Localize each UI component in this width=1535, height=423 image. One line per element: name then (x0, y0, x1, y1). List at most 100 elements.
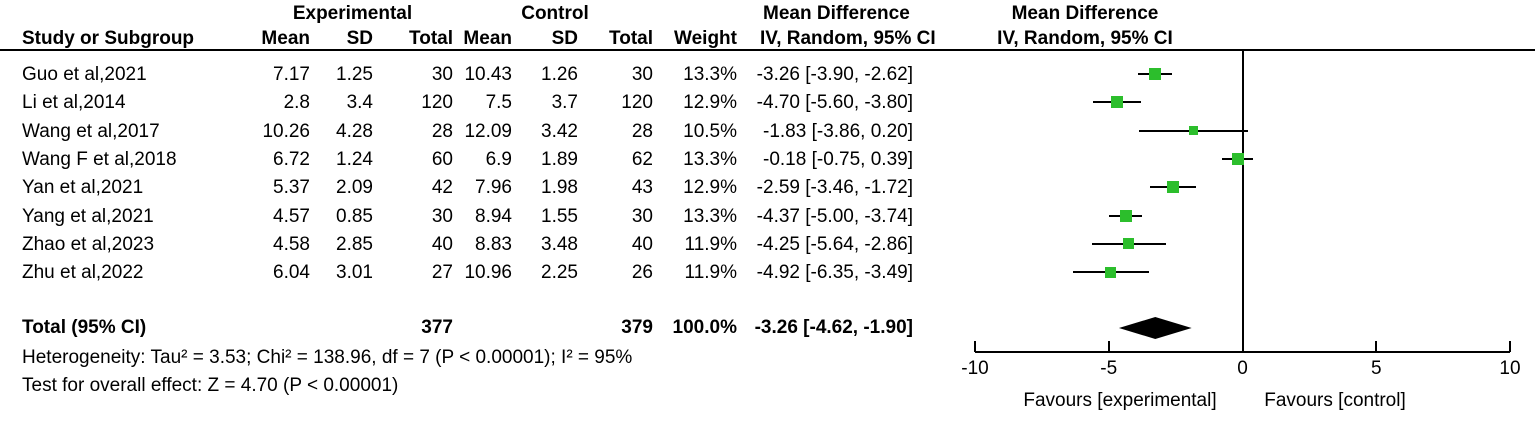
row-5-exp-sd: 0.85 (336, 206, 373, 227)
favours-control-label: Favours [control] (1264, 390, 1406, 411)
axis-tick-label-5: 5 (1370, 358, 1382, 379)
overall-effect-text: Test for overall effect: Z = 4.70 (P < 0… (22, 375, 399, 396)
row-1-ctrl-total: 120 (621, 92, 653, 113)
row-2-study-name: Wang et al,2017 (22, 121, 160, 142)
effect-marker-0 (1149, 68, 1162, 80)
row-1-exp-mean: 2.8 (283, 92, 310, 113)
row-4-exp-mean: 5.37 (273, 177, 310, 198)
header-divider-line (0, 49, 1535, 51)
row-5-exp-mean: 4.57 (273, 206, 310, 227)
row-6-weight: 11.9% (684, 234, 737, 255)
row-6-exp-sd: 2.85 (336, 234, 373, 255)
row-1-ci-estimate: -4.70 [-5.60, -3.80] (756, 92, 913, 113)
md-method-plot-header: IV, Random, 95% CI (997, 28, 1173, 49)
row-2-ctrl-mean: 12.09 (464, 121, 512, 142)
favours-experimental-label: Favours [experimental] (1023, 390, 1217, 411)
axis-tick--5 (1107, 341, 1110, 352)
row-0-ctrl-total: 30 (631, 64, 653, 85)
ctrl-sd-header: SD (551, 28, 578, 49)
row-3-exp-mean: 6.72 (273, 149, 310, 170)
row-7-ctrl-sd: 2.25 (541, 262, 578, 283)
axis-tick-label--5: -5 (1100, 358, 1118, 379)
zero-effect-line (1241, 51, 1244, 352)
row-1-exp-total: 120 (421, 92, 453, 113)
study-column-header: Study or Subgroup (22, 28, 195, 49)
total-ci-estimate: -3.26 [-4.62, -1.90] (754, 317, 913, 338)
axis-tick-0 (1241, 341, 1244, 352)
mean-difference-plot-title: Mean Difference (1011, 3, 1159, 24)
row-3-weight: 13.3% (683, 149, 737, 170)
row-4-ctrl-sd: 1.98 (541, 177, 578, 198)
row-7-study-name: Zhu et al,2022 (22, 262, 144, 283)
row-6-ctrl-mean: 8.83 (475, 234, 512, 255)
row-4-study-name: Yan et al,2021 (22, 177, 144, 198)
effect-marker-3 (1231, 152, 1244, 165)
row-2-ctrl-total: 28 (631, 121, 653, 142)
exp-sd-header: SD (346, 28, 373, 49)
row-7-exp-mean: 6.04 (273, 262, 310, 283)
row-0-exp-mean: 7.17 (273, 64, 310, 85)
mean-difference-column-title: Mean Difference (763, 3, 910, 24)
effect-marker-1 (1110, 96, 1123, 109)
row-4-exp-total: 42 (431, 177, 453, 198)
row-2-exp-sd: 4.28 (336, 121, 373, 142)
row-1-weight: 12.9% (683, 92, 737, 113)
row-4-ci-estimate: -2.59 [-3.46, -1.72] (756, 177, 913, 198)
row-7-weight: 11.9% (684, 262, 737, 283)
axis-tick--10 (974, 341, 976, 352)
row-1-study-name: Li et al,2014 (22, 92, 126, 113)
row-2-exp-mean: 10.26 (262, 121, 310, 142)
total-label: Total (95% CI) (22, 317, 147, 338)
row-4-ctrl-mean: 7.96 (475, 177, 512, 198)
row-3-study-name: Wang F et al,2018 (22, 149, 177, 170)
row-7-ctrl-mean: 10.96 (464, 262, 512, 283)
heterogeneity-text: Heterogeneity: Tau² = 3.53; Chi² = 138.9… (22, 347, 633, 368)
axis-tick-10 (1509, 341, 1511, 352)
total-ctrl-total: 379 (621, 317, 653, 338)
row-5-weight: 13.3% (683, 206, 737, 227)
effect-marker-6 (1123, 238, 1135, 250)
row-0-ctrl-mean: 10.43 (464, 64, 512, 85)
row-6-ctrl-total: 40 (631, 234, 653, 255)
row-5-ctrl-sd: 1.55 (541, 206, 578, 227)
pooled-effect-diamond (1118, 317, 1192, 339)
row-4-exp-sd: 2.09 (336, 177, 373, 198)
row-0-exp-total: 30 (431, 64, 453, 85)
row-3-exp-sd: 1.24 (336, 149, 373, 170)
row-2-ci-estimate: -1.83 [-3.86, 0.20] (763, 121, 913, 142)
row-7-exp-total: 27 (431, 262, 453, 283)
row-7-ci-estimate: -4.92 [-6.35, -3.49] (756, 262, 913, 283)
total-weight: 100.0% (672, 317, 737, 338)
effect-marker-4 (1167, 181, 1180, 194)
row-6-ctrl-sd: 3.48 (541, 234, 578, 255)
ctrl-total-header: Total (609, 28, 653, 49)
control-group-header: Control (521, 3, 589, 24)
row-5-ci-estimate: -4.37 [-5.00, -3.74] (756, 206, 913, 227)
effect-marker-2 (1189, 126, 1199, 136)
axis-tick-5 (1375, 341, 1378, 352)
row-4-weight: 12.9% (683, 177, 737, 198)
row-4-ctrl-total: 43 (631, 177, 653, 198)
row-6-exp-total: 40 (431, 234, 453, 255)
row-1-ctrl-sd: 3.7 (551, 92, 578, 113)
ctrl-mean-header: Mean (463, 28, 512, 49)
row-5-ctrl-total: 30 (631, 206, 653, 227)
row-0-exp-sd: 1.25 (336, 64, 373, 85)
row-5-ctrl-mean: 8.94 (475, 206, 512, 227)
row-2-ctrl-sd: 3.42 (541, 121, 578, 142)
row-0-ci-estimate: -3.26 [-3.90, -2.62] (756, 64, 913, 85)
row-0-weight: 13.3% (683, 64, 737, 85)
row-6-study-name: Zhao et al,2023 (22, 234, 155, 255)
row-5-study-name: Yang et al,2021 (22, 206, 154, 227)
axis-tick-label-0: 0 (1237, 358, 1248, 379)
row-3-exp-total: 60 (431, 149, 453, 170)
row-0-ctrl-sd: 1.26 (541, 64, 578, 85)
md-method-column-header: IV, Random, 95% CI (760, 28, 936, 49)
experimental-group-header: Experimental (292, 3, 413, 24)
row-3-ci-estimate: -0.18 [-0.75, 0.39] (763, 149, 913, 170)
weight-header: Weight (674, 28, 737, 49)
row-5-exp-total: 30 (431, 206, 453, 227)
row-2-exp-total: 28 (431, 121, 453, 142)
total-exp-total: 377 (421, 317, 453, 338)
